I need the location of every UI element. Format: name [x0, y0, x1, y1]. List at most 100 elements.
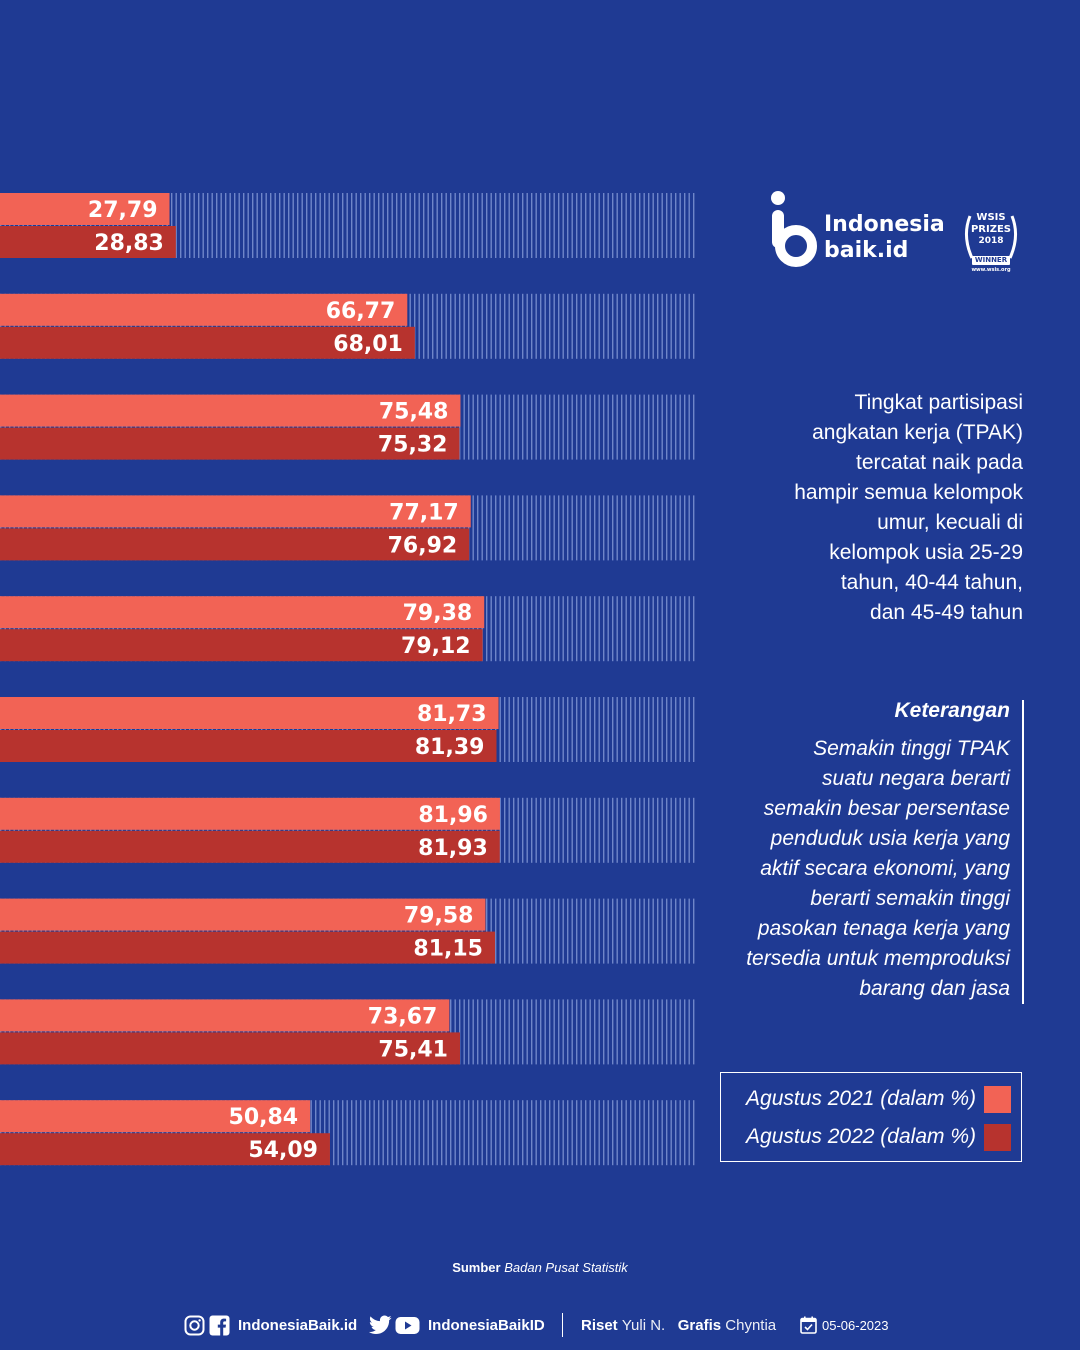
- description: Tingkat partisipasi angkatan kerja (TPAK…: [723, 388, 1023, 628]
- legend-swatch-2021: [984, 1085, 1011, 1113]
- legend-label-2021: Agustus 2021 (dalam %): [746, 1087, 976, 1110]
- bar-label-2021: 66,77: [326, 299, 396, 324]
- bar-2022: [0, 226, 176, 258]
- keterangan-line: suatu negara berarti: [822, 767, 1010, 790]
- bar-2021: [0, 1100, 311, 1133]
- riset-name: Yuli N.: [621, 1316, 666, 1334]
- source-credit: Sumber Badan Pusat Statistik: [0, 1260, 1080, 1275]
- bar-2021: [0, 193, 170, 225]
- bar-label-2022: 28,83: [94, 231, 164, 256]
- bar-2022: [0, 1133, 330, 1166]
- youtube-icon[interactable]: [395, 1316, 420, 1335]
- bar-2021: [0, 495, 471, 528]
- grafis-name: Chyntia: [725, 1316, 777, 1334]
- social-group-1: IndonesiaBaik.id: [184, 1313, 357, 1337]
- twitter-icon[interactable]: [369, 1315, 392, 1335]
- date: 05-06-2023: [822, 1317, 889, 1333]
- legend-item-2022: Agustus 2022 (dalam %): [746, 1123, 1011, 1151]
- keterangan-title: Keterangan: [894, 699, 1010, 722]
- bar-2022: [0, 427, 460, 460]
- bar-2022: [0, 326, 415, 359]
- bar-label-2021: 81,73: [417, 702, 487, 727]
- bar-label-2021: 81,96: [418, 803, 488, 828]
- bar-2021: [0, 999, 450, 1032]
- keterangan-line: berarti semakin tinggi: [810, 887, 1010, 910]
- logo-mark-icon: [771, 191, 817, 267]
- bar-2021: [0, 394, 461, 427]
- bar-label-2022: 81,39: [415, 735, 485, 760]
- bar-2021: [0, 697, 499, 729]
- indonesiabaik-logo: Indonesia baik.id WSIS PRIZES 2018 WINNE…: [770, 190, 1030, 275]
- laurel-icon: [965, 215, 1017, 259]
- award-url: www.wsis.org: [971, 267, 1011, 273]
- source-label: Sumber: [452, 1260, 501, 1275]
- bar-2021: [0, 797, 500, 830]
- bar-label-2021: 79,38: [403, 601, 473, 626]
- instagram-icon[interactable]: [184, 1315, 205, 1336]
- logo-wordmark: Indonesia baik.id: [824, 212, 945, 264]
- award-line-3: 2018: [978, 236, 1004, 246]
- bar-label-2022: 68,01: [333, 332, 403, 357]
- bar-2022: [0, 730, 497, 762]
- award-line-2: PRIZES: [970, 224, 1012, 235]
- date-group: 05-06-2023: [800, 1313, 889, 1337]
- footer-divider: [562, 1313, 563, 1337]
- grafis-label: Grafis: [677, 1316, 722, 1334]
- description-line: umur, kecuali di: [877, 511, 1023, 534]
- credits: Riset Yuli N. Grafis Chyntia: [581, 1313, 776, 1337]
- facebook-icon[interactable]: [209, 1315, 230, 1336]
- bar-2022: [0, 931, 496, 964]
- bar-2022: [0, 629, 483, 662]
- calendar-icon: [800, 1316, 817, 1334]
- bar-2021: [0, 293, 408, 326]
- bar-2022: [0, 528, 470, 561]
- bar-label-2022: 54,09: [248, 1138, 318, 1163]
- bar-chart: 27,79 28,83 66,77 68,01 75,48 75,32 77,17 76,92…: [0, 193, 696, 1166]
- keterangan-line: tersedia untuk memproduksi: [746, 947, 1010, 970]
- keterangan-line: aktif secara ekonomi, yang: [760, 857, 1010, 880]
- bar-label-2021: 50,84: [229, 1105, 299, 1130]
- award-line-1: WSIS: [976, 212, 1006, 223]
- bar-label-2021: 75,48: [379, 400, 449, 425]
- logo-line-2: baik.id: [824, 238, 909, 263]
- bar-label-2022: 76,92: [388, 533, 458, 558]
- description-line: kelompok usia 25-29: [829, 541, 1023, 564]
- bar-label-2021: 79,58: [404, 904, 474, 929]
- bar-label-2021: 27,79: [88, 198, 158, 223]
- bar-label-2022: 79,12: [401, 634, 471, 659]
- bar-label-2022: 75,41: [378, 1037, 448, 1062]
- description-line: Tingkat partisipasi: [854, 391, 1023, 414]
- award-winner-bar: [972, 256, 1010, 265]
- bar-2021: [0, 596, 485, 629]
- handle-1[interactable]: IndonesiaBaik.id: [238, 1316, 358, 1334]
- legend-label-2022: Agustus 2022 (dalam %): [746, 1125, 976, 1148]
- footer: IndonesiaBaik.id IndonesiaBaikID Riset Y…: [0, 1313, 1080, 1337]
- bar-label-2022: 75,32: [378, 433, 448, 458]
- description-line: angkatan kerja (TPAK): [812, 421, 1023, 444]
- description-line: tahun, 40-44 tahun,: [840, 571, 1023, 594]
- legend: Agustus 2021 (dalam %) Agustus 2022 (dal…: [720, 1072, 1022, 1162]
- bar-2022: [0, 830, 500, 863]
- logo-line-1: Indonesia: [824, 212, 945, 237]
- bar-label-2022: 81,93: [418, 836, 488, 861]
- award-winner: WINNER: [974, 256, 1008, 264]
- wsis-award-badge: WSIS PRIZES 2018 WINNER www.wsis.org: [960, 206, 1022, 273]
- bar-label-2022: 81,15: [413, 937, 483, 962]
- legend-swatch-2022: [984, 1123, 1011, 1151]
- description-line: tercatat naik pada: [856, 451, 1023, 474]
- keterangan-body: Semakin tinggi TPAK suatu negara berarti…: [700, 734, 1010, 1004]
- keterangan-box: Keterangan Semakin tinggi TPAK suatu neg…: [700, 700, 1024, 1004]
- source-value: Badan Pusat Statistik: [504, 1260, 628, 1275]
- bar-2021: [0, 898, 486, 931]
- keterangan-line: penduduk usia kerja yang: [770, 827, 1010, 850]
- riset-label: Riset: [581, 1316, 618, 1334]
- bar-label-2021: 73,67: [368, 1004, 438, 1029]
- social-group-2: IndonesiaBaikID: [369, 1313, 545, 1337]
- description-line: dan 45-49 tahun: [870, 601, 1023, 624]
- bar-label-2021: 77,17: [389, 500, 459, 525]
- legend-item-2021: Agustus 2021 (dalam %): [746, 1085, 1011, 1113]
- handle-2[interactable]: IndonesiaBaikID: [428, 1316, 545, 1334]
- description-line: hampir semua kelompok: [794, 481, 1023, 504]
- bar-2022: [0, 1032, 461, 1065]
- keterangan-line: barang dan jasa: [859, 977, 1010, 1000]
